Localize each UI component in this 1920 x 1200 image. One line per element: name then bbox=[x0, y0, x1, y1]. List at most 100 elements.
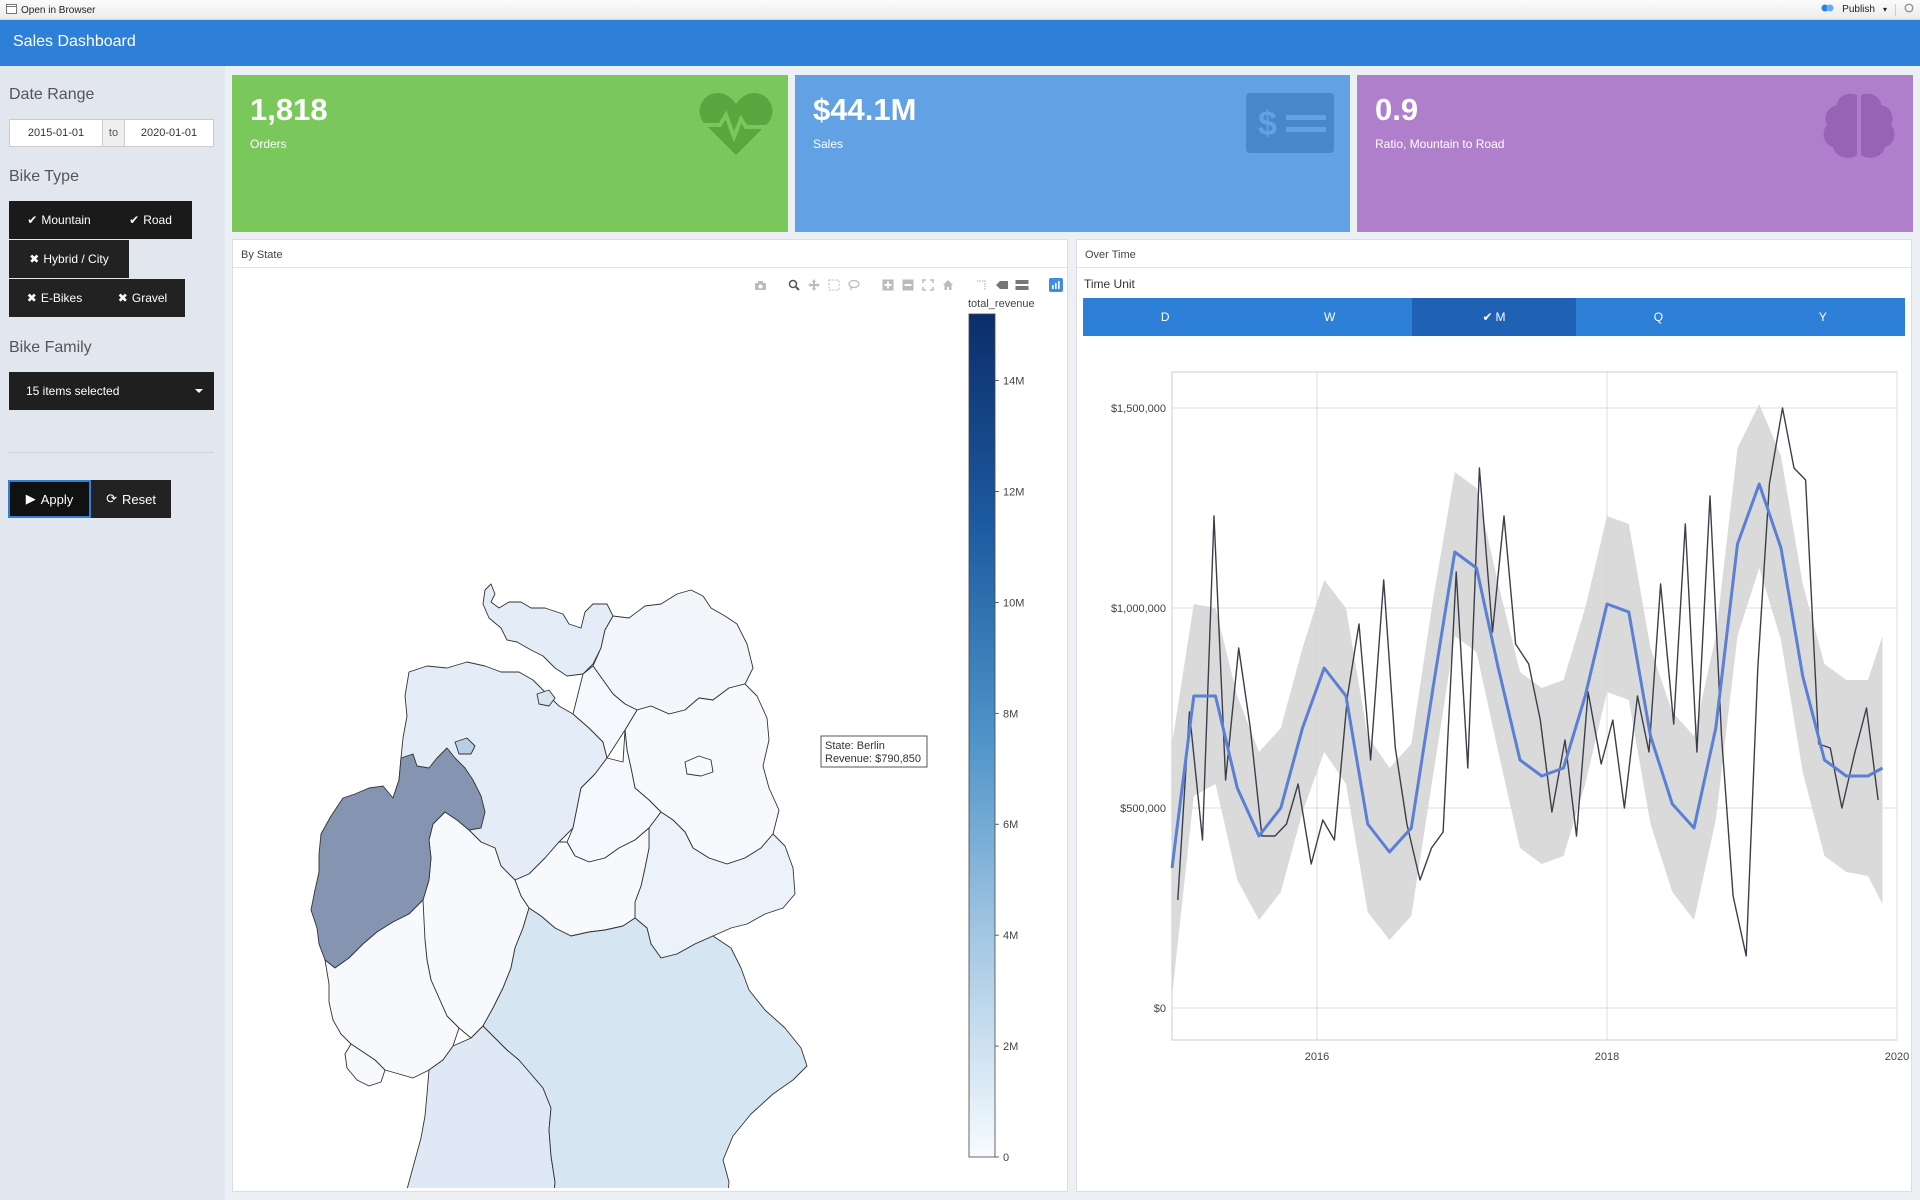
colorbar-tick-label: 4M bbox=[1003, 930, 1018, 942]
bike-type-hybrid-city[interactable]: ✖ Hybrid / City bbox=[9, 240, 129, 278]
spike-lines-icon[interactable] bbox=[975, 278, 989, 292]
y-tick-label: $1,500,000 bbox=[1111, 403, 1166, 415]
bike-type-ebikes[interactable]: ✖ E-Bikes bbox=[9, 279, 100, 317]
bike-type-label-road: Road bbox=[143, 213, 172, 227]
sales-value-box: $44.1M Sales $ bbox=[795, 75, 1350, 232]
bike-type-label: Bike Type bbox=[9, 168, 79, 185]
app-header: Sales Dashboard bbox=[0, 20, 1920, 66]
by-state-title: By State bbox=[233, 240, 1067, 268]
zoom-icon[interactable] bbox=[787, 278, 801, 292]
colorbar-tick-label: 12M bbox=[1003, 486, 1024, 498]
lasso-select-icon[interactable] bbox=[847, 278, 861, 292]
chevron-down-icon[interactable]: ▾ bbox=[1882, 5, 1887, 14]
time-unit-selector: D W ✔ M Q Y bbox=[1083, 298, 1906, 336]
sales-value: $44.1M bbox=[813, 92, 917, 127]
bike-family-value: 15 items selected bbox=[26, 384, 120, 398]
bike-type-gravel[interactable]: ✖ Gravel bbox=[100, 279, 185, 317]
state-saarland[interactable] bbox=[344, 1043, 386, 1087]
sales-label: Sales bbox=[813, 137, 844, 151]
map-modebar bbox=[753, 278, 1063, 292]
zoom-out-icon[interactable] bbox=[901, 278, 915, 292]
date-end-input[interactable]: 2020-01-01 bbox=[124, 119, 214, 147]
map-tooltip: State: Berlin Revenue: $790,850 bbox=[820, 735, 928, 768]
colorbar-tick-label: 8M bbox=[1003, 708, 1018, 720]
publish-button[interactable]: Publish bbox=[1842, 4, 1875, 15]
tooltip-revenue: Revenue: $790,850 bbox=[825, 753, 921, 765]
check-icon: ✔ bbox=[129, 213, 140, 227]
x-icon: ✖ bbox=[117, 291, 128, 305]
ratio-label: Ratio, Mountain to Road bbox=[1375, 137, 1505, 151]
time-unit-m-label: M bbox=[1495, 310, 1506, 324]
bike-type-mountain[interactable]: ✔ Mountain bbox=[9, 201, 109, 239]
zoom-in-icon[interactable] bbox=[881, 278, 895, 292]
colorbar-tick-label: 6M bbox=[1003, 819, 1018, 831]
refresh-icon[interactable] bbox=[1904, 3, 1914, 16]
state-bremen[interactable] bbox=[454, 737, 476, 755]
bike-type-label-hybrid: Hybrid / City bbox=[43, 252, 109, 266]
map-svg: State: Berlin Revenue: $790,850 total_re… bbox=[310, 298, 1035, 1188]
y-tick-label: $1,000,000 bbox=[1111, 603, 1166, 615]
box-select-icon[interactable] bbox=[827, 278, 841, 292]
hover-closest-icon[interactable] bbox=[995, 278, 1009, 292]
time-unit-m[interactable]: ✔ M bbox=[1411, 298, 1577, 336]
svg-text:$: $ bbox=[1258, 105, 1277, 143]
bike-family-label: Bike Family bbox=[9, 339, 92, 356]
state-nordrhein-westfalen[interactable] bbox=[310, 747, 486, 969]
state-hamburg[interactable] bbox=[536, 689, 556, 707]
home-icon[interactable] bbox=[941, 278, 955, 292]
state-berlin[interactable] bbox=[684, 755, 714, 777]
publish-icon bbox=[1821, 3, 1834, 16]
caret-down-icon bbox=[195, 389, 203, 393]
time-unit-w[interactable]: W bbox=[1247, 298, 1412, 336]
ratio-value-box: 0.9 Ratio, Mountain to Road bbox=[1357, 75, 1913, 232]
time-series-chart: $0 $500,000 $1,000,000 $1,500,000 2016 2018 20… bbox=[1111, 371, 1909, 1063]
ratio-value: 0.9 bbox=[1375, 92, 1419, 127]
by-state-panel: By State bbox=[232, 239, 1068, 1192]
over-time-panel: Over Time Time Unit D W ✔ M Q Y $0 $500,00… bbox=[1076, 239, 1912, 1192]
apply-label: Apply bbox=[40, 491, 74, 507]
camera-icon[interactable] bbox=[753, 278, 767, 292]
state-schleswig-holstein[interactable] bbox=[482, 583, 614, 677]
reset-label: Reset bbox=[121, 491, 156, 507]
apply-button[interactable]: ▶ Apply bbox=[8, 480, 91, 518]
bike-family-select[interactable]: 15 items selected bbox=[9, 372, 214, 410]
time-unit-q[interactable]: Q bbox=[1576, 298, 1741, 336]
pan-icon[interactable] bbox=[807, 278, 821, 292]
time-unit-d[interactable]: D bbox=[1083, 298, 1248, 336]
smooth-trend-line bbox=[1170, 482, 1884, 869]
tooltip-state: State: Berlin bbox=[825, 740, 885, 752]
brain-icon bbox=[1819, 91, 1899, 166]
colorbar-title: total_revenue bbox=[968, 298, 1035, 310]
monthly-revenue-line bbox=[1177, 407, 1879, 957]
money-bill-icon: $ bbox=[1244, 91, 1336, 160]
browser-bar: Open in Browser Publish ▾ bbox=[0, 0, 1920, 20]
plotly-logo-icon[interactable] bbox=[1049, 278, 1063, 292]
check-icon: ✔ bbox=[1482, 310, 1493, 324]
colorbar-tick-label: 2M bbox=[1003, 1041, 1018, 1053]
date-range-label: Date Range bbox=[9, 86, 95, 103]
y-tick-label: $0 bbox=[1154, 1003, 1166, 1015]
time-unit-d-label: D bbox=[1160, 310, 1170, 324]
time-unit-y[interactable]: Y bbox=[1740, 298, 1906, 336]
state-rheinland-pfalz[interactable] bbox=[324, 899, 460, 1079]
reset-button[interactable]: ⟳ Reset bbox=[91, 480, 171, 518]
autoscale-icon[interactable] bbox=[921, 278, 935, 292]
y-tick-label: $500,000 bbox=[1120, 803, 1166, 815]
open-in-browser-icon[interactable] bbox=[6, 4, 17, 17]
x-icon: ✖ bbox=[26, 291, 37, 305]
check-icon: ✔ bbox=[27, 213, 38, 227]
time-unit-q-label: Q bbox=[1653, 310, 1664, 324]
hover-compare-icon[interactable] bbox=[1015, 278, 1029, 292]
open-in-browser-link[interactable]: Open in Browser bbox=[21, 5, 96, 16]
x-tick-label: 2020 bbox=[1885, 1051, 1909, 1063]
orders-value-box: 1,818 Orders bbox=[232, 75, 788, 232]
refresh-icon: ⟳ bbox=[106, 491, 117, 506]
date-start-input[interactable]: 2015-01-01 bbox=[9, 119, 103, 147]
confidence-band bbox=[1172, 404, 1883, 996]
orders-label: Orders bbox=[250, 137, 287, 151]
state-bayern[interactable] bbox=[482, 907, 808, 1188]
time-unit-label: Time Unit bbox=[1084, 277, 1135, 291]
bike-type-road[interactable]: ✔ Road bbox=[109, 201, 192, 239]
sidebar: Date Range 2015-01-01 to 2020-01-01 Bike… bbox=[0, 66, 225, 1200]
date-to-label: to bbox=[103, 119, 124, 147]
